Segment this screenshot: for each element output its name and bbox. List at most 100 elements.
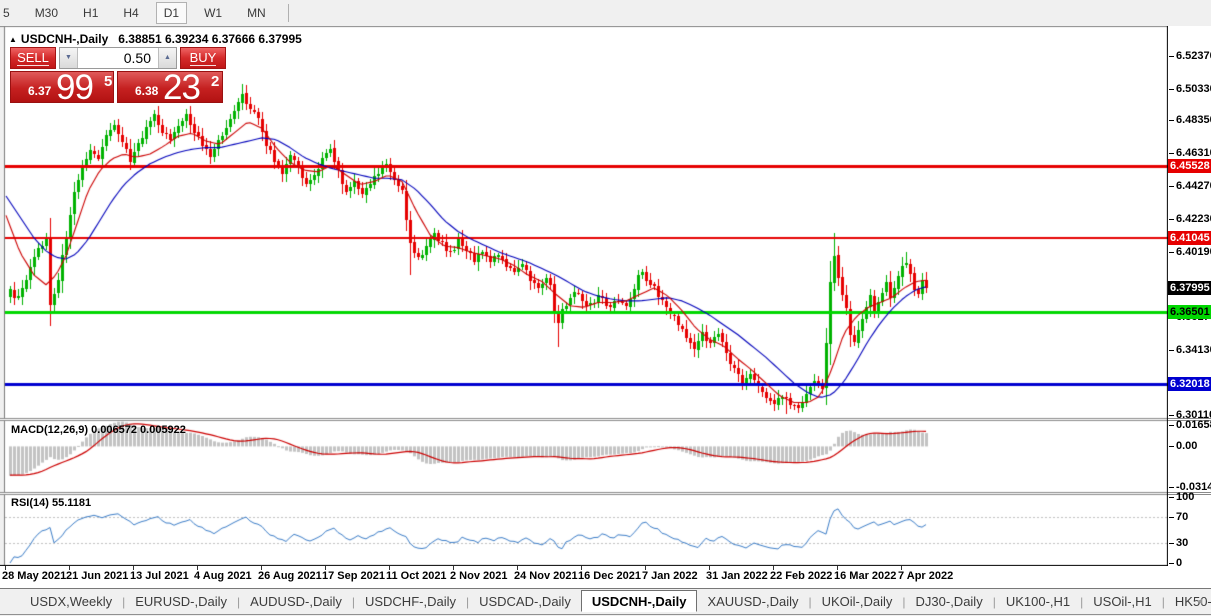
rsi-axis-tick: 0 [1168,556,1211,570]
timeframe-button-mn[interactable]: MN [247,6,266,20]
level-price-label: 6.36501 [1168,304,1211,319]
level-price-label: 6.32018 [1168,376,1211,391]
date-axis-tick-mark [325,566,326,570]
chart-ohlc-values: 6.38851 6.39234 6.37666 6.37995 [118,32,302,46]
date-axis-tick-mark [773,566,774,570]
bid-price-pip-digit: 5 [104,73,113,90]
chart-tab-eurusd-daily[interactable]: EURUSD-,Daily [135,594,227,609]
chart-tab-usdx-weekly[interactable]: USDX,Weekly [30,594,113,609]
date-axis-tick-mark [581,566,582,570]
price-axis-tick: 6.34130 [1168,343,1211,357]
price-axis-tick: 6.46310 [1168,146,1211,160]
chart-tab-uk100-h1[interactable]: UK100-,H1 [1005,594,1071,609]
toolbar-separator [287,4,289,22]
chart-tab-usoil-h1[interactable]: USOil-,H1 [1093,594,1152,609]
chart-tab-usdcad-daily[interactable]: USDCAD-,Daily [479,594,571,609]
macd-current-values: 0.006572 0.005922 [91,424,186,436]
tab-separator: | [351,594,355,609]
date-axis-tick-mark [69,566,70,570]
date-axis-tick-mark [5,566,6,570]
chart-canvas[interactable] [0,26,1168,566]
timeframe-button-d1[interactable]: D1 [155,2,188,24]
chart-tab-usdcnh-daily[interactable]: USDCNH-,Daily [580,589,698,612]
date-axis-tick-mark [645,566,646,570]
date-axis-label: 16 Dec 2021 [578,570,641,582]
timeframe-toolbar: 5 M30 H1 H4 D1 W1 MN [0,0,1211,26]
date-axis-label: 7 Jan 2022 [642,570,698,582]
trade-panel-price-row: 6.37 99 5 6.38 23 2 [10,68,226,107]
macd-indicator-label: MACD(12,26,9) 0.006572 0.005922 [11,424,186,436]
axis-pane-separator [1168,492,1211,495]
date-axis-label: 31 Jan 2022 [706,570,768,582]
one-click-trade-panel: SELL ▼ 0.50 ▲ BUY 6.37 99 5 6.38 23 2 [10,47,226,107]
date-axis-label: 26 Aug 2021 [258,570,322,582]
tab-separator: | [1161,594,1165,609]
current-bid-price-label: 6.37995 [1168,280,1211,295]
chart-tab-xauusd-daily[interactable]: XAUUSD-,Daily [707,594,799,609]
sell-price-box[interactable]: 6.37 99 5 [10,68,114,107]
price-axis-tick: 6.52370 [1168,49,1211,63]
date-axis-label: 7 Apr 2022 [898,570,954,582]
tab-separator: | [465,594,470,609]
chart-tab-hk50-h1[interactable]: HK50-,H1 [1174,594,1211,609]
buy-button[interactable]: BUY [180,47,226,69]
date-axis-label: 4 Aug 2021 [194,570,252,582]
chart-tab-audusd-daily[interactable]: AUDUSD-,Daily [250,594,342,609]
sell-button-label: SELL [17,50,49,66]
tab-separator: | [902,594,906,609]
rsi-current-value: 55.1181 [51,497,92,509]
chart-symbol-period: USDCNH-,Daily [20,32,109,46]
date-axis-tick-mark [837,566,838,570]
chart-title: ▲ USDCNH-,Daily 6.38851 6.39234 6.37666 6.… [9,32,302,46]
volume-decrease-button[interactable]: ▼ [60,48,78,68]
tab-separator: | [1080,594,1084,609]
date-axis-tick-mark [133,566,134,570]
date-axis-label: 21 Jun 2021 [66,570,129,582]
timeframe-button-h1[interactable]: H1 [83,6,99,20]
timeframe-button-h4[interactable]: H4 [123,6,139,20]
ask-price-pip-digit: 2 [211,73,220,90]
date-axis-tick-mark [261,566,262,570]
date-axis-tick-mark [453,566,454,570]
macd-name: MACD(12,26,9) [11,424,89,436]
volume-input[interactable]: 0.50 [78,48,158,68]
rsi-axis-tick: 100 [1168,490,1211,504]
timeframe-button-5[interactable]: 5 [3,6,10,20]
date-axis-label: 28 May 2021 [2,570,67,582]
date-axis-tick-mark [517,566,518,570]
volume-increase-button[interactable]: ▲ [158,48,176,68]
tab-separator: | [992,594,996,609]
tab-scroll-left-icon[interactable]: ◄ [1195,596,1205,606]
chart-tab-usdchf-daily[interactable]: USDCHF-,Daily [364,594,456,609]
buy-button-label: BUY [189,50,217,66]
macd-axis-tick: 0.00 [1168,439,1211,453]
rsi-axis-tick: 70 [1168,510,1211,524]
rsi-axis-tick: 30 [1168,536,1211,550]
price-axis-tick: 6.30110 [1168,408,1211,422]
bid-price-prefix: 6.37 [28,84,52,98]
date-axis-label: 2 Nov 2021 [450,570,508,582]
price-axis-tick: 6.40190 [1168,245,1211,259]
tab-separator: | [122,594,126,609]
tab-separator: | [236,594,241,609]
buy-price-box[interactable]: 6.38 23 2 [117,68,223,107]
collapse-triangle-icon[interactable]: ▲ [9,35,17,44]
chart-window: ▲ USDCNH-,Daily 6.38851 6.39234 6.37666 6.… [0,26,1211,570]
date-axis-tick-mark [197,566,198,570]
date-axis-label: 13 Jul 2021 [130,570,189,582]
chart-tab-dj30-daily[interactable]: DJ30-,Daily [915,594,983,609]
arrow-down-icon: ▼ [65,54,72,61]
timeframe-button-m30[interactable]: M30 [34,6,59,20]
sell-button[interactable]: SELL [10,47,56,69]
trade-panel-top-row: SELL ▼ 0.50 ▲ BUY [10,47,226,69]
date-axis[interactable]: 28 May 2021 21 Jun 2021 13 Jul 2021 4 Aug 2… [0,566,1211,588]
price-axis-tick: 6.48350 [1168,113,1211,127]
macd-axis-tick: -0.031421 [1168,480,1211,494]
level-price-label: 6.41045 [1168,231,1211,246]
price-axis[interactable]: 6.52370 6.50330 6.48350 6.46310 6.44270 6.422… [1168,26,1211,570]
axis-pane-separator [1168,418,1211,421]
chart-tab-ukoil-daily[interactable]: UKOil-,Daily [821,594,893,609]
timeframe-button-w1[interactable]: W1 [204,6,223,20]
tab-separator: | [808,594,812,609]
